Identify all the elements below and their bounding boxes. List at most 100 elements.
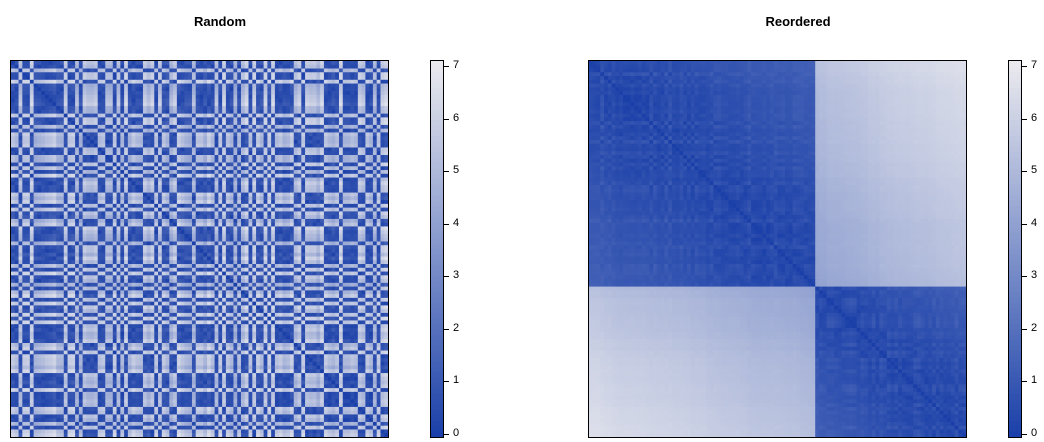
- heatmap-cell: [93, 173, 99, 179]
- heatmap-cell: [52, 181, 57, 186]
- heatmap-cell: [37, 192, 42, 197]
- heatmap-cell: [312, 106, 317, 111]
- heatmap-cell: [233, 79, 238, 85]
- heatmap-cell: [384, 128, 388, 134]
- heatmap-cell: [210, 170, 216, 175]
- heatmap-cell: [56, 72, 61, 77]
- heatmap-cell: [41, 76, 46, 81]
- heatmap-cell: [376, 222, 382, 228]
- heatmap-cell: [86, 173, 91, 179]
- heatmap-cell: [293, 218, 299, 224]
- heatmap-cell: [252, 155, 257, 160]
- heatmap-cell: [56, 158, 61, 164]
- heatmap-cell: [14, 79, 20, 85]
- heatmap-cell: [335, 83, 340, 88]
- heatmap-cell: [380, 162, 385, 167]
- heatmap-cell: [78, 158, 84, 164]
- heatmap-cell: [191, 109, 197, 115]
- heatmap-cell: [210, 98, 216, 103]
- heatmap-cell: [233, 162, 238, 167]
- heatmap-cell: [256, 162, 261, 167]
- heatmap-cell: [161, 196, 167, 201]
- heatmap-cell: [71, 98, 76, 103]
- heatmap-cell: [199, 158, 204, 164]
- heatmap-cell: [210, 218, 216, 224]
- heatmap-cell: [361, 102, 366, 107]
- heatmap-cell: [33, 181, 38, 186]
- heatmap-cell: [116, 185, 121, 190]
- heatmap-cell: [354, 79, 359, 85]
- heatmap-cell: [195, 106, 201, 111]
- heatmap-cell: [308, 68, 314, 73]
- heatmap-cell: [252, 188, 257, 194]
- heatmap-cell: [184, 124, 189, 130]
- heatmap-cell: [357, 166, 363, 171]
- heatmap-cell: [135, 245, 140, 250]
- heatmap-cell: [259, 196, 265, 201]
- heatmap-cell: [188, 72, 193, 77]
- heatmap-cell: [78, 218, 84, 224]
- heatmap-cell: [146, 241, 152, 246]
- heatmap-cell: [357, 226, 363, 231]
- heatmap-cell: [191, 121, 197, 126]
- heatmap-cell: [161, 166, 167, 171]
- heatmap-cell: [29, 226, 35, 231]
- heatmap-cell: [259, 245, 265, 250]
- heatmap-cell: [248, 83, 253, 88]
- heatmap-cell: [184, 158, 189, 164]
- heatmap-cell: [169, 233, 174, 239]
- heatmap-cell: [346, 113, 351, 118]
- heatmap-cell: [278, 211, 284, 216]
- heatmap-cell: [369, 113, 374, 118]
- heatmap-cell: [312, 211, 317, 216]
- heatmap-cell: [116, 215, 121, 220]
- heatmap-cell: [82, 121, 87, 126]
- heatmap-cell: [139, 241, 144, 246]
- heatmap-cell: [101, 113, 106, 118]
- heatmap-cell: [233, 215, 238, 220]
- heatmap-cell: [233, 158, 238, 164]
- heatmap-cell: [150, 241, 155, 246]
- heatmap-cell: [44, 241, 50, 246]
- heatmap-cell: [237, 113, 242, 118]
- heatmap-cell: [222, 226, 227, 231]
- heatmap-cell: [301, 196, 306, 201]
- heatmap-cell: [176, 211, 182, 216]
- heatmap-cell: [135, 128, 140, 134]
- heatmap-cell: [342, 117, 348, 122]
- heatmap-cell: [82, 226, 87, 231]
- heatmap-cell: [127, 226, 133, 231]
- heatmap-cell: [60, 230, 65, 235]
- heatmap-cell: [191, 162, 197, 167]
- heatmap-cell: [127, 155, 133, 160]
- heatmap-cell: [369, 61, 374, 66]
- heatmap-cell: [380, 113, 385, 118]
- heatmap-cell: [240, 143, 246, 149]
- heatmap-cell: [158, 196, 163, 201]
- heatmap-cell: [225, 76, 231, 81]
- heatmap-cell: [342, 98, 348, 103]
- heatmap-cell: [305, 98, 310, 103]
- heatmap-cell: [252, 215, 257, 220]
- heatmap-cell: [365, 218, 370, 224]
- heatmap-cell: [116, 211, 121, 216]
- heatmap-cell: [331, 233, 336, 239]
- heatmap-cell: [369, 211, 374, 216]
- heatmap-cell: [191, 61, 197, 66]
- heatmap-cell: [127, 68, 133, 73]
- heatmap-cell: [327, 83, 333, 88]
- heatmap-cell: [271, 109, 276, 115]
- heatmap-cell: [146, 147, 152, 152]
- heatmap-cell: [11, 151, 16, 156]
- heatmap-cell: [180, 76, 186, 81]
- heatmap-cell: [90, 117, 95, 122]
- heatmap-cell: [225, 136, 231, 141]
- heatmap-cell: [71, 211, 76, 216]
- heatmap-cell: [60, 121, 65, 126]
- heatmap-cell: [335, 170, 340, 175]
- heatmap-cell: [289, 185, 295, 190]
- heatmap-cell: [188, 203, 193, 209]
- heatmap-cell: [63, 136, 69, 141]
- heatmap-cell: [218, 64, 223, 70]
- heatmap-cell: [52, 200, 57, 205]
